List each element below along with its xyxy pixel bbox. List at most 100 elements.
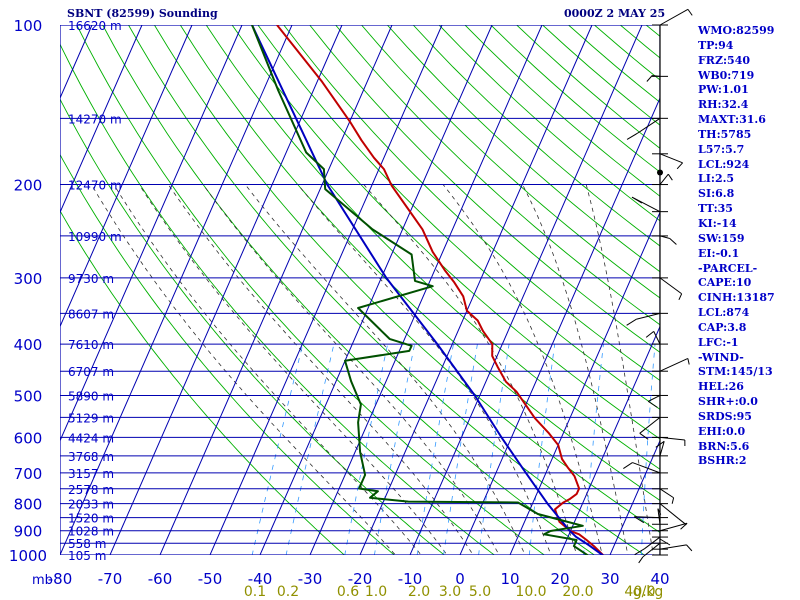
mixing-ratio-label: 2.0 [408,584,430,600]
index-item: CINH:13187 [698,291,775,305]
mixing-ratio-label: 0.2 [277,584,299,600]
wind-barb [639,416,661,434]
moist-adiabat [138,184,448,555]
wind-barb-flag [676,162,683,170]
wind-barb-flag [659,538,671,546]
wind-profile [623,8,693,564]
wind-barb-flag [686,544,693,552]
index-item: STM:145/13 [698,365,773,379]
x-tick-label: -50 [198,570,223,588]
dry-adiabat [205,25,660,470]
wind-barb-flag [687,358,690,365]
mixing-ratio-line [443,344,478,555]
index-item: FRZ:540 [698,53,751,67]
height-label: 8607 m [68,307,114,321]
dry-adiabat [309,25,660,353]
mixing-ratio-label: 0.6 [337,584,359,600]
wind-barb-flag [671,497,675,504]
wind-barb [632,462,661,474]
moist-adiabat [167,184,474,555]
height-label: 9730 m [68,272,114,286]
mixing-ratio-label: 3.0 [439,584,461,600]
index-item: LCL:874 [698,306,750,320]
mixing-ratio-label: 1.0 [365,584,387,600]
moist-adiabat [202,184,500,555]
stability-indices: WMO:82599 TP:94 FRZ:540 WB0:719 PW:1.01 RH:32… [698,24,775,469]
mixing-ratio-line [528,344,556,555]
temperature-line [276,25,605,555]
wind-barb-flag [687,9,693,16]
dry-adiabat [386,25,660,273]
y-tick-label: 500 [14,387,43,405]
dry-adiabat [412,25,660,247]
height-label: 6707 m [68,365,114,379]
dry-adiabat [179,25,660,501]
moist-adiabat [91,184,396,555]
x-axis-unit: mb [32,573,53,588]
isotherm [60,25,243,443]
x-tick-label: 30 [600,570,619,588]
isotherm [60,25,293,555]
x-tick-label: -20 [348,570,373,588]
x-tick-label: -70 [98,570,123,588]
height-label: 1520 m [68,512,114,526]
height-label: 7610 m [68,338,114,352]
sounding-traces [251,25,605,555]
index-item: WB0:719 [698,68,755,82]
x-tick-label: 10 [500,570,519,588]
dry-adiabat [154,25,660,534]
moist-adiabat [522,184,629,555]
index-item: -WIND- [698,350,744,364]
height-label: 16620 m [68,19,122,33]
wind-barb [644,536,661,550]
index-item: HEL:26 [698,380,744,394]
grid-lines [60,25,800,566]
moist-adiabat [113,184,422,555]
height-label: 10990 m [68,230,122,244]
index-item: SRDS:95 [698,409,752,423]
y-tick-label: 800 [14,496,43,514]
height-label: 2033 m [68,498,114,512]
wind-barb-flag [623,462,633,469]
wind-barb [659,235,670,239]
wind-barb [659,503,680,520]
height-label: 5129 m [68,411,114,425]
isotherm [60,25,143,214]
mixing-ratio-line [416,344,454,555]
dry-adiabat [776,25,800,566]
wind-barb-flag [645,330,655,338]
isotherm [359,25,593,555]
parcel-line [251,25,605,555]
mixing-ratio-label: 20.0 [562,584,593,600]
wind-barb [659,522,688,532]
index-item: EHI:0.0 [698,424,746,438]
dewpoint-line [251,25,590,555]
y-tick-label: 200 [14,177,43,195]
index-item: MAXT:31.6 [698,113,766,127]
height-label: 5890 m [68,389,114,403]
y-tick-label: 900 [14,523,43,541]
height-label: 2578 m [68,483,114,497]
x-tick-label: 40 [650,570,669,588]
isotherm [609,439,660,555]
height-label: 105 m [68,549,106,563]
y-tick-label: 1000 [9,547,47,565]
wind-barb-flag [631,196,643,204]
index-item: LCL:924 [698,157,750,171]
mixing-ratio-label: 5.0 [469,584,491,600]
wind-barb [648,395,661,402]
wind-barb [642,542,661,558]
index-item: PW:1.01 [698,83,749,97]
wind-barb-flag [655,440,665,448]
mixing-ratio-line [373,344,415,555]
wind-barb-flag [633,516,645,524]
wind-barb [636,312,661,320]
wind-barb-flag [678,518,687,526]
dry-adiabat [60,153,395,555]
mixing-ratio-line [583,344,604,555]
height-label: 558 m [68,537,106,551]
index-item: WMO:82599 [698,24,775,37]
wind-barb [659,358,689,372]
mixing-ratio-line [478,344,510,555]
